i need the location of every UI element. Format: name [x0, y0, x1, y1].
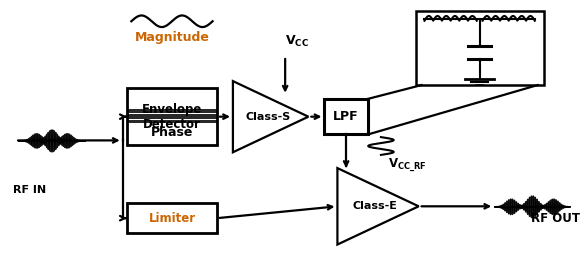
Text: LPF: LPF: [333, 110, 359, 123]
Text: Class-E: Class-E: [353, 201, 397, 211]
Bar: [324, 99, 368, 134]
Bar: [127, 203, 217, 233]
Bar: [127, 88, 217, 145]
Text: $\mathbf{V_{CC}}$: $\mathbf{V_{CC}}$: [285, 34, 309, 49]
Text: $\mathbf{V_{CC\_RF}}$: $\mathbf{V_{CC\_RF}}$: [388, 157, 427, 174]
Text: RF IN: RF IN: [13, 186, 46, 196]
Text: Limiter: Limiter: [148, 212, 196, 225]
Text: Class-S: Class-S: [245, 112, 291, 122]
Text: Envelope
Detector: Envelope Detector: [142, 103, 202, 131]
Text: Phase: Phase: [151, 126, 193, 139]
Text: RF OUT: RF OUT: [530, 212, 580, 225]
Text: Magnitude: Magnitude: [135, 31, 209, 44]
Bar: [416, 11, 543, 85]
